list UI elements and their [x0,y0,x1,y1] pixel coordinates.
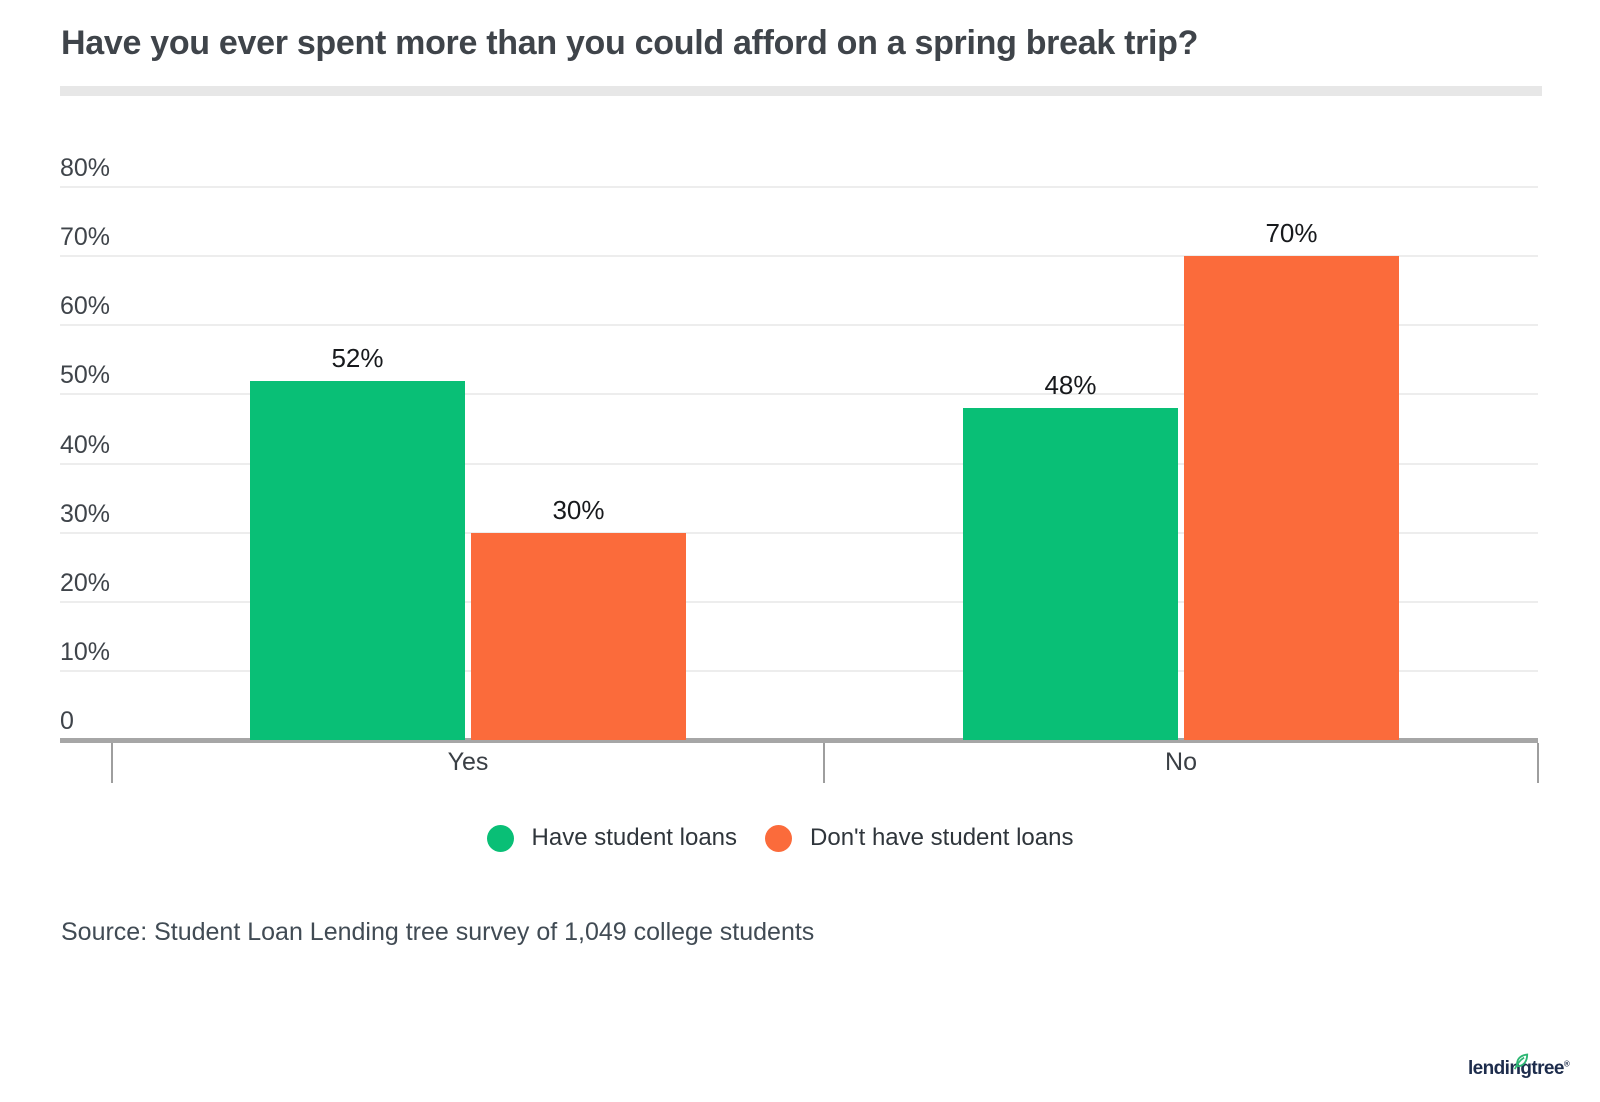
registered-mark: ® [1563,1059,1570,1069]
bar-green [963,408,1178,740]
legend-item: Don't have student loans [765,824,1073,852]
bar-orange [471,532,686,740]
legend-item: Have student loans [486,824,738,852]
category-label: Yes [447,748,489,776]
gridline [60,600,1538,603]
bar-value-label: 70% [1265,218,1318,249]
y-axis-label: 10% [60,637,111,666]
y-axis-label: 80% [60,154,111,182]
gridline [60,531,1538,534]
x-axis-tick [1537,743,1539,783]
y-axis-label: 20% [60,568,111,597]
bar-green [250,380,465,740]
y-axis-label: 0 [60,707,74,735]
lendingtree-wordmark: lendingtree® [1468,1053,1588,1080]
y-axis-label: 40% [60,430,111,459]
y-axis-label: 60% [60,292,111,321]
y-axis-label: 30% [60,499,111,528]
x-axis-tick [823,743,825,783]
gridline [60,186,1538,188]
legend-label: Don't have student loans [810,824,1074,851]
bar-value-label: 48% [1044,370,1097,401]
source-note: Source: Student Loan Lending tree survey… [61,918,815,946]
x-axis-line [60,738,1538,743]
y-axis-label: 70% [60,223,111,252]
category-label: No [1165,748,1197,776]
gridline [60,669,1538,672]
legend: Have student loans Don't have student loa… [0,824,1580,852]
bar-orange [1184,256,1399,740]
legend-dot [765,824,793,852]
logo-text: lendingtree [1468,1058,1564,1079]
gridline [60,324,1538,327]
legend-label: Have student loans [531,824,738,851]
page-title: Have you ever spent more than you could … [61,24,1199,62]
lendingtree-logo: lendingtree® [1468,1048,1588,1084]
gridline [60,393,1538,396]
leaf-icon [1513,1053,1529,1070]
bar-value-label: 30% [552,494,605,525]
gridline [60,255,1538,258]
title-divider [60,86,1542,96]
legend-dot [486,824,514,852]
gridline [60,462,1538,465]
x-axis-tick [111,743,113,783]
y-axis-label: 50% [60,361,111,390]
bar-value-label: 52% [331,342,384,373]
